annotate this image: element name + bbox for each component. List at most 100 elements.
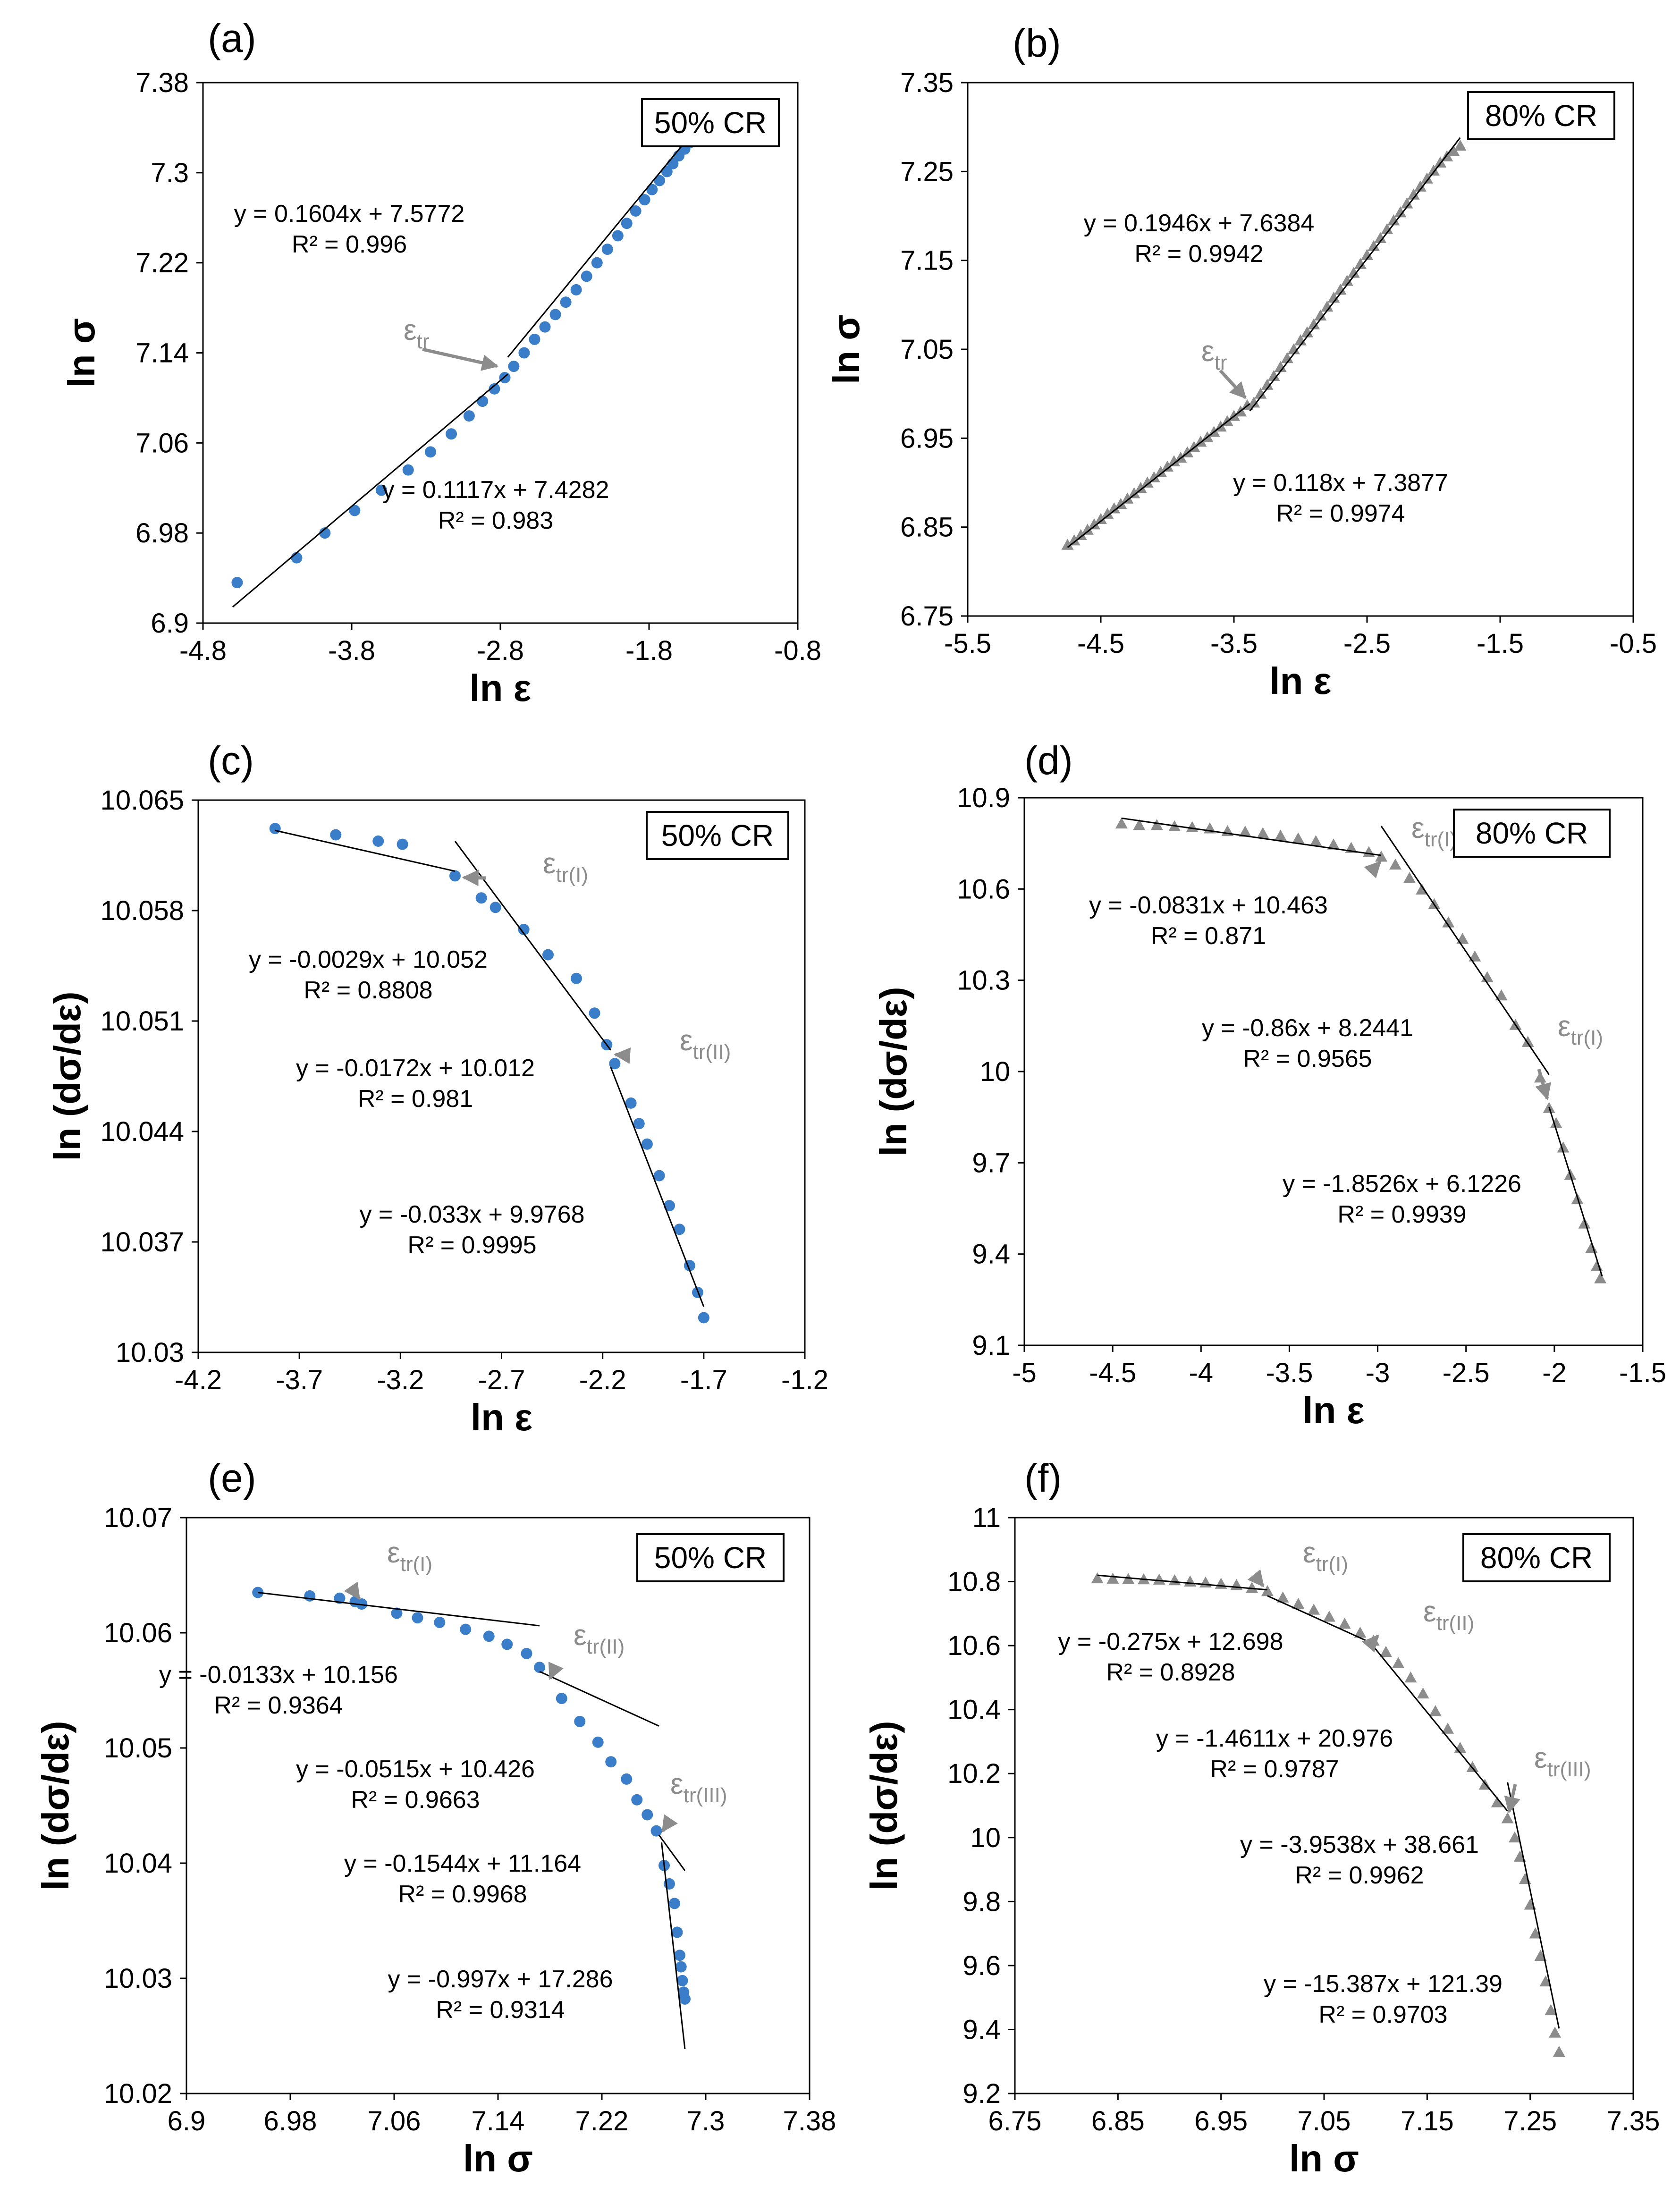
- data-point: [646, 184, 658, 195]
- data-point: [1134, 481, 1147, 493]
- panel-label: (f): [1024, 1456, 1062, 1500]
- y-tick-label: 9.1: [972, 1330, 1010, 1361]
- data-point: [1417, 1687, 1429, 1699]
- data-point: [1368, 240, 1380, 251]
- fit-r-squared: R² = 0.9995: [407, 1232, 536, 1259]
- data-point: [1323, 1611, 1335, 1622]
- fit-equation: y = 0.1946x + 7.6384: [1084, 210, 1315, 237]
- transition-arrow: [1219, 369, 1247, 399]
- fit-line: [661, 1842, 686, 2050]
- y-tick-label: 6.75: [900, 601, 954, 632]
- data-point: [1068, 534, 1081, 546]
- data-point: [1186, 821, 1199, 832]
- y-tick-label: 10.058: [101, 895, 184, 926]
- data-point: [1287, 343, 1300, 355]
- y-tick-label: 10.065: [101, 785, 184, 816]
- data-point: [1248, 397, 1260, 408]
- transition-label: εtr: [404, 314, 430, 353]
- x-tick-label: -5: [1012, 1358, 1037, 1388]
- fit-equation: y = 0.118x + 7.3877: [1233, 469, 1448, 497]
- fit-equation: y = -1.8526x + 6.1226: [1283, 1170, 1521, 1198]
- x-tick-label: 7.3: [687, 2106, 725, 2136]
- transition-arrow: [1535, 1069, 1551, 1100]
- x-axis-title: ln ε: [1269, 660, 1331, 702]
- data-point: [654, 175, 666, 186]
- reduction-label: 80% CR: [1485, 99, 1597, 133]
- data-point: [1276, 1591, 1289, 1603]
- fit-equation: y = -0.997x + 17.286: [388, 1966, 613, 1993]
- data-point: [642, 1809, 653, 1821]
- y-tick-label: 7.05: [900, 334, 954, 365]
- data-point: [1194, 435, 1207, 447]
- data-point: [449, 870, 461, 882]
- y-tick-label: 7.22: [135, 248, 189, 279]
- data-point: [1168, 1574, 1181, 1586]
- transition-label: εtr(II): [680, 1024, 731, 1064]
- data-point: [1469, 950, 1481, 962]
- data-point: [1380, 1646, 1392, 1657]
- fit-r-squared: R² = 0.871: [1151, 922, 1266, 950]
- fit-equation: y = 0.1604x + 7.5772: [234, 200, 465, 228]
- data-point: [1308, 318, 1320, 329]
- y-tick-label: 10.6: [947, 1630, 1001, 1661]
- chart-panel-a: (a) -4.8 -3.8 -2.8 -1.8 -0.8 6.9 6.98 7.06 7.14 7.…: [60, 16, 821, 709]
- x-tick-label: 7.14: [472, 2106, 525, 2136]
- data-point: [621, 1773, 633, 1785]
- y-axis-title: ln σ: [60, 318, 102, 388]
- x-tick-label: 7.06: [368, 2106, 421, 2136]
- data-point: [1239, 826, 1251, 837]
- data-point: [1150, 819, 1163, 830]
- data-point: [542, 949, 554, 961]
- data-point: [1442, 1722, 1454, 1734]
- fit-equation: y = -0.033x + 9.9768: [359, 1201, 584, 1228]
- fit-line: [1249, 137, 1461, 412]
- fit-line: [1548, 1106, 1603, 1276]
- data-point: [612, 230, 624, 242]
- fit-r-squared: R² = 0.983: [438, 507, 553, 534]
- data-point: [1199, 1576, 1212, 1587]
- x-tick-label: 6.75: [988, 2106, 1042, 2136]
- chart-panel-e: (e) 6.9 6.98 7.06 7.14 7.22 7.3 7.38 10.02 10.03 1…: [34, 1456, 836, 2179]
- data-point: [1375, 851, 1388, 862]
- data-point: [1121, 492, 1134, 504]
- data-point: [529, 333, 540, 345]
- data-point: [1381, 223, 1393, 235]
- x-tick-label: -2.8: [477, 635, 524, 666]
- y-tick-label: 9.2: [962, 2078, 1001, 2109]
- y-tick-label: 7.14: [135, 338, 189, 369]
- fit-r-squared: R² = 0.9787: [1210, 1756, 1339, 1783]
- panels-layer: (a) -4.8 -3.8 -2.8 -1.8 -0.8 6.9 6.98 7.06 7.14 7.…: [34, 16, 1666, 2179]
- x-tick-label: -4.2: [175, 1365, 222, 1395]
- y-tick-label: 6.95: [900, 423, 954, 454]
- x-tick-label: -4.5: [1089, 1358, 1136, 1388]
- fit-line: [258, 1592, 540, 1627]
- data-point: [463, 410, 475, 422]
- data-point: [661, 166, 673, 177]
- reduction-box: [1467, 91, 1615, 140]
- x-tick-label: -3.5: [1210, 628, 1258, 659]
- panel-label: (c): [208, 738, 254, 783]
- fit-equation: y = -0.0172x + 10.012: [296, 1055, 535, 1082]
- transition-arrow: [1364, 861, 1382, 878]
- y-tick-label: 7.3: [151, 158, 189, 188]
- data-point: [669, 1898, 680, 1909]
- y-tick-label: 10.4: [947, 1695, 1001, 1725]
- data-point: [1215, 1578, 1227, 1589]
- fit-line: [1067, 403, 1250, 548]
- data-point: [1519, 1873, 1531, 1884]
- x-tick-label: 6.95: [1194, 2106, 1248, 2136]
- x-tick-label: -3.5: [1266, 1358, 1313, 1388]
- data-point: [674, 1224, 685, 1235]
- data-point: [330, 829, 342, 841]
- x-tick-label: -4: [1189, 1358, 1213, 1388]
- data-point: [1168, 455, 1181, 466]
- panel-label: (d): [1024, 738, 1073, 783]
- y-tick-label: 10.2: [947, 1758, 1001, 1789]
- y-tick-label: 10.06: [104, 1618, 172, 1648]
- data-point: [591, 257, 603, 269]
- data-point: [676, 1975, 688, 1986]
- data-point: [1404, 1671, 1417, 1683]
- data-point: [639, 194, 650, 206]
- transition-label: εtr: [1201, 335, 1227, 374]
